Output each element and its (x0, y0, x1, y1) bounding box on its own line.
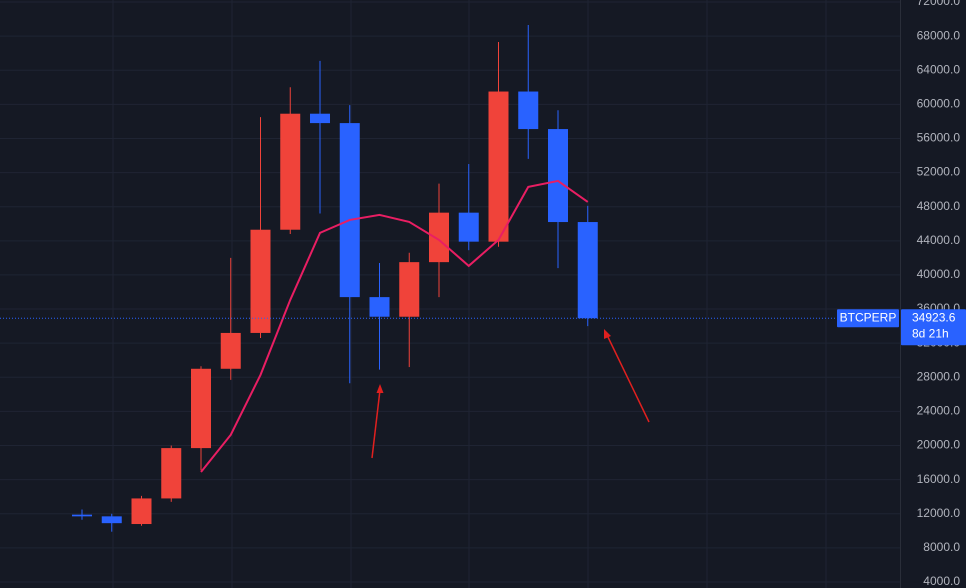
candle-body (220, 332, 241, 369)
candle-body (72, 514, 92, 517)
candle-body (399, 262, 420, 317)
moving-average-line (200, 179, 589, 473)
candle-body (280, 113, 301, 230)
candle-body (131, 498, 152, 525)
candle-body (458, 212, 479, 242)
candle-body (339, 123, 360, 298)
candle-body (369, 297, 390, 317)
y-tick-label: 64000.0 (917, 62, 961, 76)
y-tick-label: 24000.0 (917, 404, 961, 418)
annotation-arrows (371, 329, 650, 459)
candle-body (577, 222, 598, 319)
y-tick-label: 12000.0 (917, 506, 961, 520)
y-tick-label: 40000.0 (917, 267, 961, 281)
candle-body (191, 368, 211, 449)
candle-body (548, 129, 568, 223)
y-tick-label: 28000.0 (917, 369, 961, 383)
candle-body (488, 91, 509, 242)
y-tick-label: 68000.0 (917, 28, 961, 42)
candle-body (101, 516, 122, 524)
price-grid (0, 1, 900, 583)
y-tick-label: 52000.0 (917, 165, 961, 179)
candle-body (161, 448, 182, 499)
y-tick-label: 8000.0 (923, 540, 960, 554)
candle-body (429, 212, 449, 263)
arrow (606, 334, 650, 423)
symbol-label: BTCPERP (840, 310, 897, 324)
y-tick-label: 16000.0 (917, 472, 961, 486)
y-tick-label: 20000.0 (917, 438, 961, 452)
y-tick-label: 72000.0 (917, 0, 961, 8)
y-tick-label: 56000.0 (917, 131, 961, 145)
plot (72, 24, 598, 532)
y-tick-label: 48000.0 (917, 199, 961, 213)
candle-body (250, 229, 271, 333)
price-axis: 4000.0 8000.0 12000.0 16000.0 20000.0 24000.0… (900, 0, 961, 588)
price-label: 34923.6 (912, 310, 956, 324)
price-label-box (901, 309, 966, 346)
arrow-head (604, 329, 611, 339)
arrow-head (376, 384, 384, 393)
symbol-label-box (837, 309, 899, 328)
arrow (371, 389, 381, 459)
y-tick-label: 4000.0 (923, 574, 960, 588)
candle-body (310, 113, 330, 124)
y-tick-label: 60000.0 (917, 96, 961, 110)
candle-body (518, 91, 539, 130)
countdown-label: 8d 21h (912, 326, 949, 340)
y-tick-label: 44000.0 (917, 233, 961, 247)
last-price: BTCPERP 34923.6 8d 21h (0, 309, 966, 346)
